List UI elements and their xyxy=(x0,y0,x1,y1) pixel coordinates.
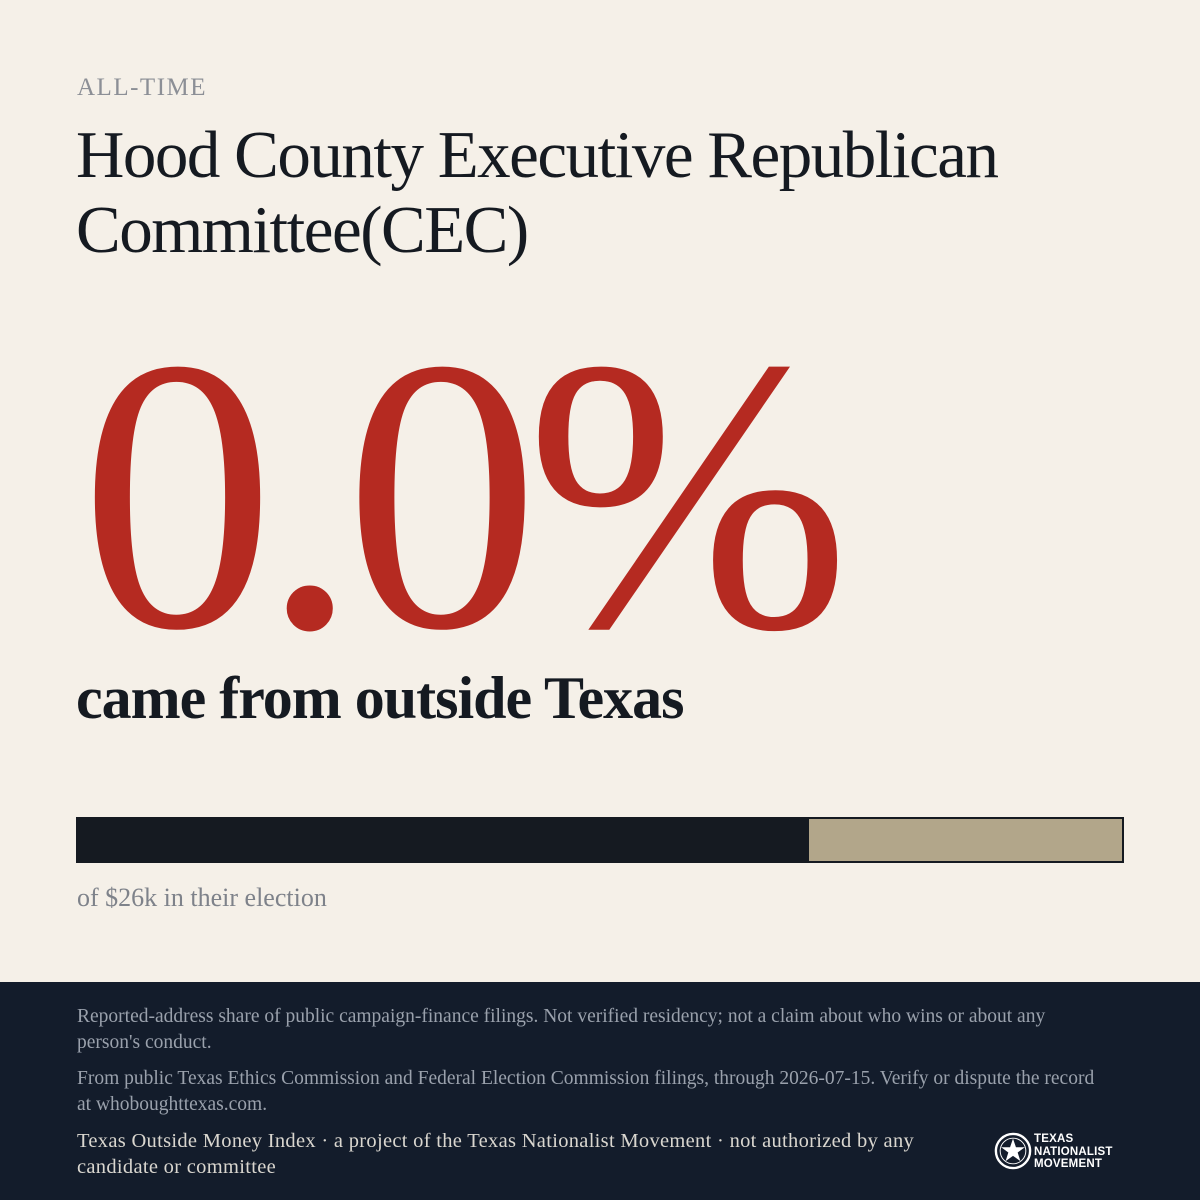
share-bar-fill xyxy=(78,819,809,861)
eyebrow-label: ALL-TIME xyxy=(77,74,208,101)
share-bar xyxy=(76,817,1124,863)
logo-line-2: NATIONALIST xyxy=(1034,1145,1113,1158)
bar-note: of $26k in their election xyxy=(77,883,327,912)
logo-wordmark: TEXAS NATIONALIST MOVEMENT xyxy=(1034,1133,1113,1171)
footer-source: From public Texas Ethics Commission and … xyxy=(77,1068,1095,1115)
committee-title: Hood County Executive Republican Committ… xyxy=(76,118,999,267)
star-seal-icon xyxy=(994,1132,1032,1170)
logo-line-3: MOVEMENT xyxy=(1034,1158,1103,1170)
footer-attribution: Texas Outside Money Index · a project of… xyxy=(77,1130,915,1178)
footer-disclaimer: Reported-address share of public campaig… xyxy=(77,1006,1046,1053)
headline-percentage: 0.0% xyxy=(80,279,850,711)
footer: Reported-address share of public campaig… xyxy=(0,982,1200,1200)
headline-caption: came from outside Texas xyxy=(76,665,685,731)
tnm-logo: TEXAS NATIONALIST MOVEMENT xyxy=(994,1132,1124,1174)
logo-line-1: TEXAS xyxy=(1034,1133,1074,1145)
